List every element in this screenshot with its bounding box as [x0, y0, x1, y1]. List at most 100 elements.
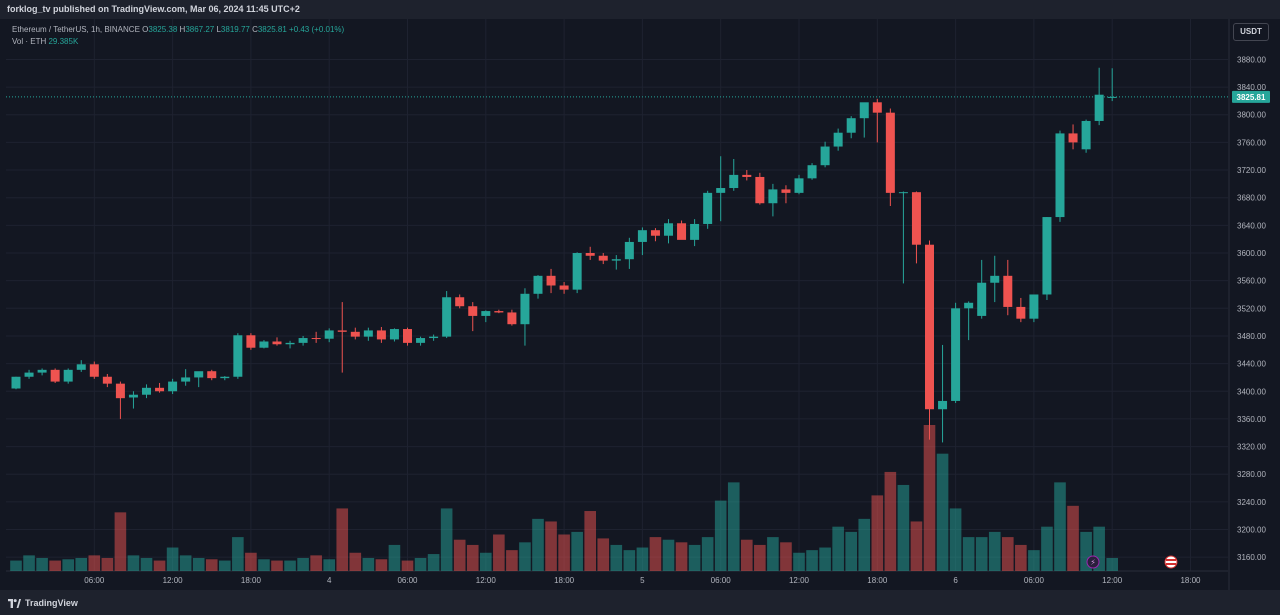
volume-bar	[780, 542, 792, 571]
volume-bar	[453, 539, 466, 571]
candle-body	[220, 376, 230, 379]
candle-body	[533, 275, 543, 294]
y-tick-label: 3480.00	[1237, 332, 1266, 341]
candle-body	[585, 253, 595, 256]
y-tick-label: 3400.00	[1237, 387, 1266, 396]
x-tick-label: 18:00	[554, 576, 575, 585]
candle-body	[624, 241, 634, 260]
y-tick-label: 3720.00	[1237, 166, 1266, 175]
last-price-label: 3825.81	[1237, 93, 1266, 102]
volume-bar	[271, 560, 283, 571]
close-value: 3825.81	[257, 25, 287, 34]
volume-bar	[1106, 557, 1118, 571]
volume-bar	[597, 538, 610, 571]
candle-body	[11, 376, 21, 389]
tradingview-logo[interactable]: TradingView	[8, 597, 78, 609]
candle-body	[63, 369, 73, 382]
candle-body	[742, 174, 752, 177]
candle-body	[376, 330, 386, 340]
close-label: C	[252, 25, 258, 34]
volume-bar	[936, 453, 949, 571]
candle-body	[546, 275, 556, 286]
volume-bar	[1093, 526, 1105, 571]
volume-bar	[284, 560, 296, 571]
open-value: 3825.38	[148, 25, 178, 34]
high-value: 3867.27	[185, 25, 215, 34]
volume-bar	[23, 555, 35, 571]
volume-bar	[649, 537, 662, 571]
volume-bar	[466, 544, 479, 571]
candle-body	[859, 102, 869, 119]
brand-label: TradingView	[25, 598, 78, 608]
volume-bar	[140, 557, 153, 571]
volume-bar	[1054, 482, 1066, 571]
x-tick-label: 18:00	[1180, 576, 1201, 585]
volume-bar	[297, 557, 309, 571]
volume-bar	[832, 526, 844, 571]
volume-bar	[205, 559, 218, 571]
volume-bar	[62, 559, 74, 571]
candle-body	[285, 342, 295, 345]
candle-body	[507, 312, 517, 325]
x-tick-label: 5	[640, 576, 645, 585]
volume-bar	[884, 471, 897, 571]
candle-body	[76, 364, 86, 370]
candle-body	[50, 369, 60, 382]
volume-bar	[675, 542, 688, 571]
y-tick-label: 3280.00	[1237, 470, 1266, 479]
volume-bar	[845, 531, 857, 571]
volume-bar	[545, 521, 557, 571]
candle-body	[324, 330, 334, 339]
high-label: H	[179, 25, 186, 34]
y-tick-label: 3600.00	[1237, 249, 1266, 258]
volume-bar	[819, 547, 831, 571]
chart-area[interactable]	[6, 19, 1228, 590]
volume-bar	[584, 511, 596, 571]
candle-body	[1081, 120, 1091, 150]
volume-bar	[858, 518, 871, 571]
currency-button[interactable]: USDT	[1233, 23, 1269, 41]
candle-body	[820, 146, 830, 166]
candle-body	[1068, 133, 1078, 143]
x-tick-label: 18:00	[867, 576, 888, 585]
volume-bar	[1067, 505, 1079, 571]
volume-bar	[662, 539, 675, 571]
y-tick-label: 3560.00	[1237, 277, 1266, 286]
candle-body	[807, 165, 817, 179]
candle-body	[481, 311, 491, 316]
candle-body	[1042, 217, 1052, 295]
y-tick-label: 3440.00	[1237, 360, 1266, 369]
volume-bar	[910, 521, 923, 571]
volume-bar	[519, 542, 531, 571]
top-bar: forklog_tv published on TradingView.com,…	[0, 0, 1280, 19]
volume-bar	[1041, 526, 1053, 571]
candle-body	[128, 394, 138, 398]
event-marker-icon	[1086, 555, 1100, 569]
publisher-line: forklog_tv published on TradingView.com,…	[7, 4, 300, 14]
volume-bar	[714, 500, 727, 571]
change-value: +0.43 (+0.01%)	[289, 25, 345, 34]
y-tick-label: 3160.00	[1237, 553, 1266, 562]
candle-body	[990, 275, 1000, 283]
volume-bar	[988, 531, 1001, 571]
candle-body	[1003, 275, 1013, 307]
candle-body	[181, 377, 191, 382]
volume-bar	[754, 544, 766, 571]
open-label: O	[142, 25, 149, 34]
candle-body	[155, 387, 165, 392]
candle-body	[911, 192, 921, 245]
candle-body	[885, 112, 895, 193]
volume-bar	[493, 534, 505, 571]
candle-body	[37, 369, 47, 373]
y-tick-label: 3200.00	[1237, 526, 1266, 535]
symbol-description[interactable]: Ethereum / TetherUS, 1h, BINANCE	[12, 25, 140, 34]
volume-bar	[219, 560, 231, 571]
candle-body	[350, 331, 360, 337]
volume-bar	[767, 537, 779, 571]
x-tick-label: 06:00	[397, 576, 418, 585]
candle-body	[690, 223, 700, 240]
candle-body	[559, 285, 569, 290]
candle-body	[833, 132, 843, 147]
y-tick-label: 3520.00	[1237, 304, 1266, 313]
